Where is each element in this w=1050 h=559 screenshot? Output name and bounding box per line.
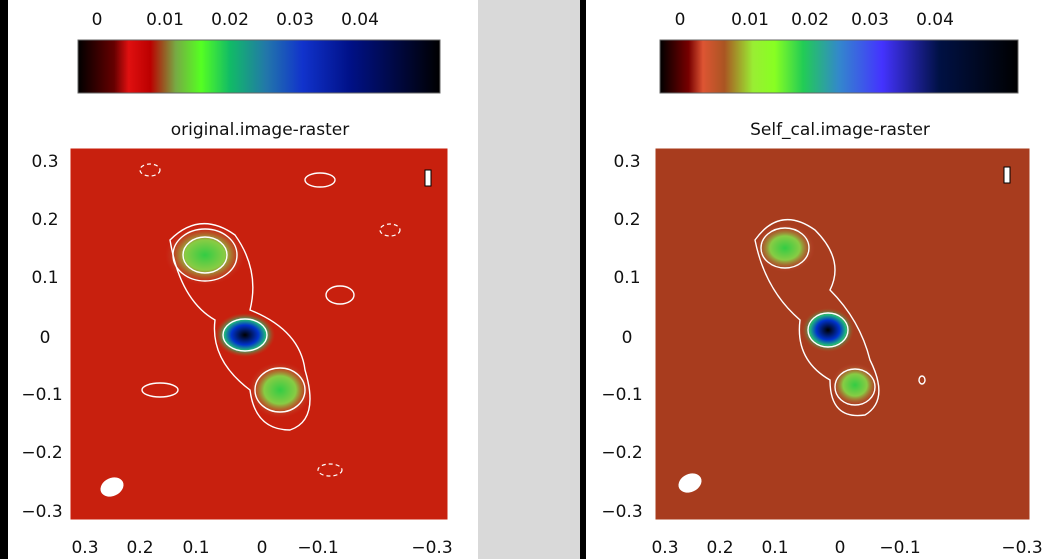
colorbar: [659, 39, 1019, 94]
image-title: original.image-raster: [171, 120, 349, 140]
colorbar-tick: 0.03: [276, 10, 314, 30]
contour: [918, 375, 926, 385]
contour: [169, 222, 311, 431]
source: [248, 362, 312, 418]
colorbar: [77, 39, 441, 94]
contour: [325, 285, 355, 305]
y-tick-label: 0.1: [613, 268, 640, 288]
colorbar-tick: 0.01: [731, 10, 769, 30]
contour: [379, 223, 401, 237]
y-tick-label: 0.2: [613, 210, 640, 230]
x-tick-label: −0.3: [1001, 538, 1042, 558]
y-tick-label: 0.2: [31, 210, 58, 230]
colorbar-tick: 0.04: [916, 10, 954, 30]
colorbar-tick: 0.01: [146, 10, 184, 30]
separator: [478, 0, 580, 559]
colorbar-tick: 0.04: [341, 10, 379, 30]
y-tick-label: −0.3: [601, 502, 642, 522]
x-tick-label: 0: [835, 538, 846, 558]
y-tick-label: −0.1: [601, 385, 642, 405]
x-tick-label: −0.1: [879, 538, 920, 558]
x-tick-label: 0.2: [706, 538, 733, 558]
x-tick-label: −0.1: [297, 538, 338, 558]
y-tick-label: 0.3: [613, 152, 640, 172]
y-tick-label: −0.3: [21, 502, 62, 522]
beam: [100, 477, 124, 497]
y-tick-label: −0.2: [601, 443, 642, 463]
colorbar-tick: 0: [92, 10, 103, 30]
contour: [222, 318, 268, 352]
x-tick-label: 0.3: [71, 538, 98, 558]
colorbar-tick: 0: [675, 10, 686, 30]
x-tick-label: 0: [257, 538, 268, 558]
right-panel: 0 0.01 0.02 0.03 0.04 Self_cal.image-ras…: [601, 10, 1042, 558]
source: [165, 225, 245, 285]
y-tick-label: 0.1: [31, 268, 58, 288]
colorbar-tick: 0.02: [211, 10, 249, 30]
y-tick-label: −0.2: [21, 443, 62, 463]
y-tick-label: 0: [622, 328, 633, 348]
panel-edge: [0, 0, 8, 559]
contour: [834, 368, 876, 406]
y-tick-label: 0: [40, 328, 51, 348]
marker: [1003, 166, 1011, 184]
x-tick-label: 0.2: [126, 538, 153, 558]
panel-edge: [580, 0, 586, 559]
contour: [141, 382, 179, 398]
colorbar-tick: 0.02: [791, 10, 829, 30]
contour: [139, 163, 161, 177]
contour: [304, 172, 336, 188]
left-panel: 0 0.01 0.02 0.03 0.04 original.image-ras…: [21, 10, 452, 558]
contour: [254, 367, 306, 413]
x-tick-label: 0.1: [761, 538, 788, 558]
contour: [182, 236, 228, 274]
colorbar-tick: 0.03: [851, 10, 889, 30]
source: [802, 308, 854, 352]
x-tick-label: 0.1: [182, 538, 209, 558]
x-tick-label: 0.3: [651, 538, 678, 558]
contour: [760, 227, 810, 269]
source: [831, 363, 879, 407]
contour: [317, 463, 343, 477]
marker: [424, 169, 432, 187]
image-title: Self_cal.image-raster: [750, 120, 930, 140]
y-tick-label: 0.3: [31, 152, 58, 172]
source: [755, 224, 815, 272]
contour: [754, 218, 880, 417]
contour: [807, 312, 849, 348]
beam: [678, 473, 702, 493]
x-tick-label: −0.3: [411, 538, 452, 558]
y-tick-label: −0.1: [21, 385, 62, 405]
